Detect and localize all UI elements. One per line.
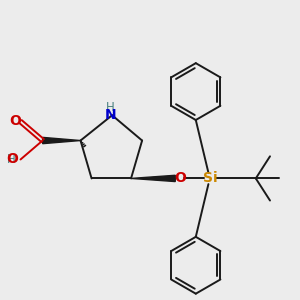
Text: H: H [106, 101, 115, 114]
Text: N: N [105, 108, 116, 122]
Text: O: O [174, 171, 186, 185]
Text: O: O [6, 152, 18, 167]
Polygon shape [43, 137, 80, 144]
Text: H: H [7, 153, 16, 166]
Text: Si: Si [203, 171, 217, 185]
Text: O: O [9, 114, 21, 128]
Polygon shape [131, 175, 175, 182]
